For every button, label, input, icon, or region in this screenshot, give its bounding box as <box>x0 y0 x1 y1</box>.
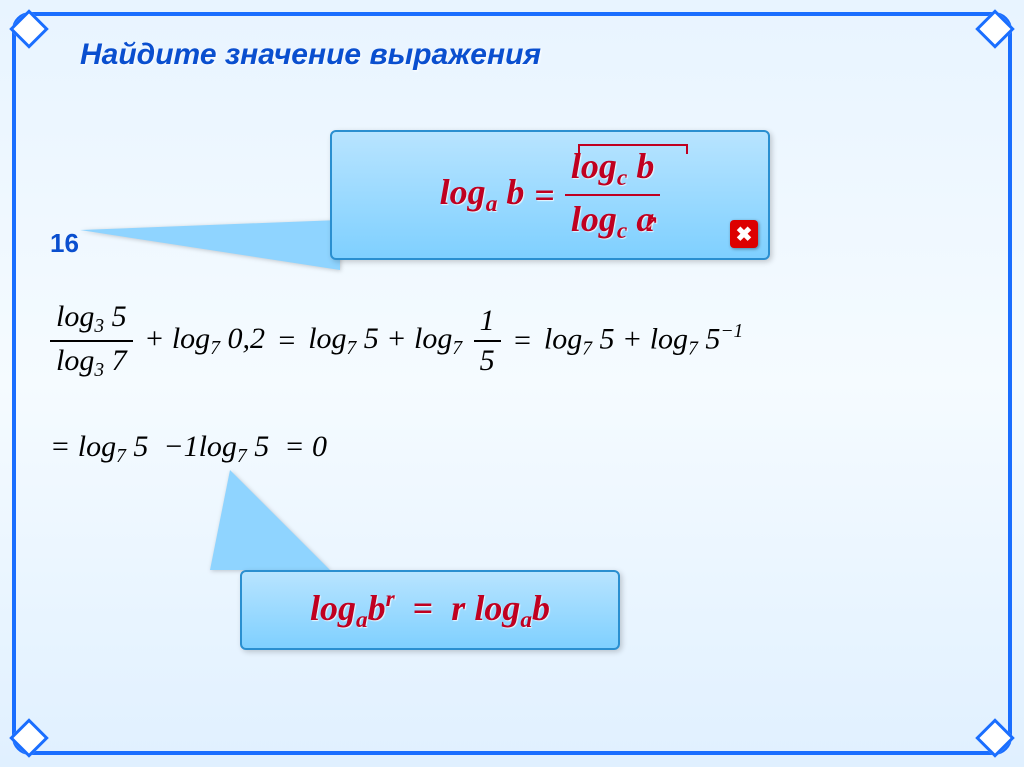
arg: b <box>506 172 524 212</box>
equation-line-2: = log7 5 −1log7 5 = 0 <box>50 430 327 468</box>
page-title: Найдите значение выражения <box>80 38 541 72</box>
annotation-arrow: ↗ <box>645 212 658 232</box>
formula-change-of-base: loga b = logc b logc a ↗ <box>352 140 748 250</box>
formula-box-change-of-base: loga b = logc b logc a ↗ ✖ <box>330 130 770 260</box>
close-icon[interactable]: ✖ <box>730 220 758 248</box>
corner-decor <box>9 718 49 758</box>
callout-pointer <box>210 470 330 570</box>
sub: c <box>617 218 627 244</box>
formula-box-power-rule: logabr = r logab <box>240 570 620 650</box>
callout-pointer <box>80 220 340 270</box>
sub: c <box>617 165 627 191</box>
sub: a <box>356 607 368 633</box>
coef: r <box>451 588 465 628</box>
arg: b <box>532 588 550 628</box>
corner-decor <box>975 718 1015 758</box>
formula-power-rule: logabr = r logab <box>310 586 550 634</box>
corner-decor <box>975 9 1015 49</box>
exp: r <box>386 586 395 612</box>
sub: a <box>486 192 498 218</box>
equation-line-1: log3 5 log3 7 + log7 0,2 = log7 5 + log7… <box>50 300 743 382</box>
sub: a <box>520 607 532 633</box>
arg: b <box>368 588 386 628</box>
problem-number: 16 <box>50 228 79 259</box>
corner-decor <box>9 9 49 49</box>
annotation-bracket <box>578 144 688 154</box>
